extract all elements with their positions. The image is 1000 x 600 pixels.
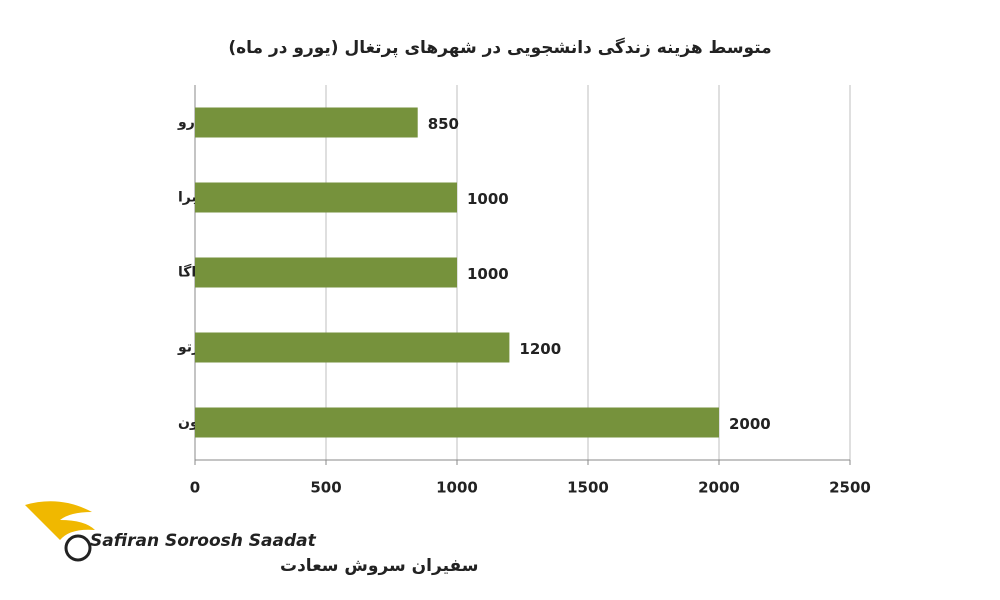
value-label: 850 [428, 115, 459, 133]
x-tick-label: 1500 [567, 479, 609, 497]
chart-title: متوسط هزینه زندگی دانشجویی در شهرهای پرت… [228, 37, 771, 58]
logo-name-en: Safiran Soroosh Saadat [90, 531, 317, 551]
value-label: 1200 [519, 340, 561, 358]
x-tick-label: 2000 [698, 479, 740, 497]
logo-wing [25, 501, 95, 540]
logo-name-fa: سفیران سروش سعادت [280, 556, 478, 576]
x-tick-label: 500 [310, 479, 341, 497]
logo-mark [64, 534, 92, 562]
x-tick-label: 1000 [436, 479, 478, 497]
value-label: 1000 [467, 265, 509, 283]
bar [195, 182, 457, 213]
bar [195, 332, 510, 363]
logo: Safiran Soroosh Saadat سفیران سروش سعادت [25, 501, 478, 576]
value-label: 1000 [467, 190, 509, 208]
x-tick-label: 2500 [829, 479, 871, 497]
x-tick-label: 0 [190, 479, 200, 497]
bar [195, 407, 719, 438]
value-label: 2000 [729, 415, 771, 433]
bar [195, 107, 418, 138]
bar [195, 257, 457, 288]
